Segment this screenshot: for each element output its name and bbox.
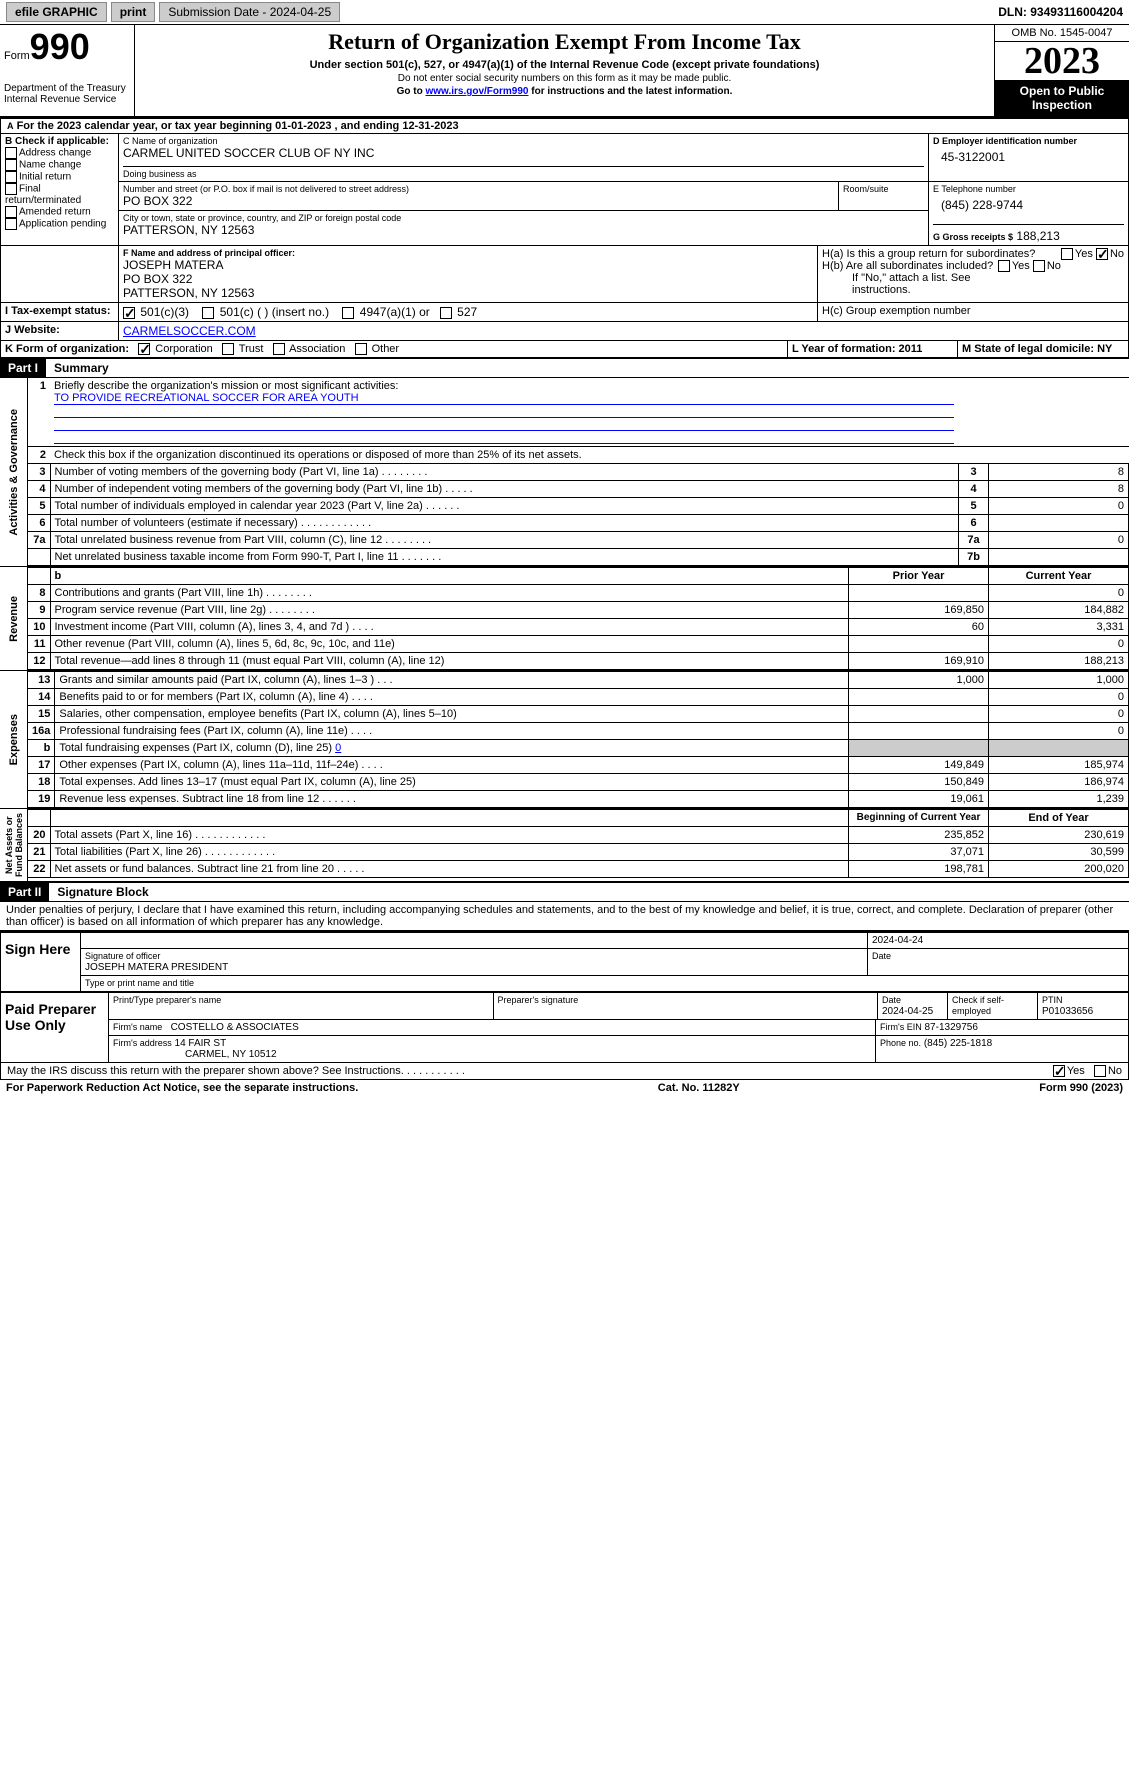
netassets-section: Net Assets or Fund Balances Beginning of… <box>0 809 1129 882</box>
form-subtitle: Under section 501(c), 527, or 4947(a)(1)… <box>139 59 990 71</box>
city-label: City or town, state or province, country… <box>123 213 924 223</box>
expenses-section: Expenses 13Grants and similar amounts pa… <box>0 671 1129 809</box>
ha-label: H(a) Is this a group return for subordin… <box>822 248 1124 260</box>
irs-link[interactable]: www.irs.gov/Form990 <box>425 86 528 97</box>
submission-date: Submission Date - 2024-04-25 <box>159 2 340 22</box>
i-label: I Tax-exempt status: <box>1 303 119 321</box>
dln: DLN: 93493116004204 <box>998 5 1123 19</box>
website-value[interactable]: CARMELSOCCER.COM <box>123 324 256 338</box>
paid-preparer-section: Paid Preparer Use Only Print/Type prepar… <box>0 992 1129 1063</box>
e-phone-label: E Telephone number <box>933 184 1124 194</box>
mission-text: TO PROVIDE RECREATIONAL SOCCER FOR AREA … <box>54 392 954 405</box>
officer-city: PATTERSON, NY 12563 <box>123 286 813 300</box>
netassets-vlabel: Net Assets or Fund Balances <box>2 809 26 881</box>
room-label: Room/suite <box>843 184 924 194</box>
efile-btn[interactable]: efile GRAPHIC <box>6 2 107 22</box>
revenue-section: Revenue bPrior YearCurrent Year 8Contrib… <box>0 567 1129 671</box>
sign-here-section: Sign Here 2024-04-24 Signature of office… <box>0 931 1129 992</box>
street-label: Number and street (or P.O. box if mail i… <box>123 184 834 194</box>
form-label: Form <box>4 50 30 62</box>
l-formation: L Year of formation: 2011 <box>788 341 958 357</box>
street-value: PO BOX 322 <box>123 194 834 208</box>
j-label: J Website: <box>1 322 119 340</box>
revenue-vlabel: Revenue <box>6 592 22 646</box>
ssn-hint: Do not enter social security numbers on … <box>139 73 990 84</box>
ein-value: 45-3122001 <box>933 146 1124 168</box>
goto-hint: Go to www.irs.gov/Form990 for instructio… <box>139 86 990 97</box>
expenses-vlabel: Expenses <box>6 710 22 769</box>
discuss-row: May the IRS discuss this return with the… <box>0 1063 1129 1080</box>
org-name: CARMEL UNITED SOCCER CLUB OF NY INC <box>123 146 924 160</box>
form-title: Return of Organization Exempt From Incom… <box>139 29 990 55</box>
print-btn[interactable]: print <box>111 2 156 22</box>
hb-note: If "No," attach a list. See instructions… <box>822 272 1124 296</box>
k-label: K Form of organization: Corporation Trus… <box>1 341 788 357</box>
section-b: B Check if applicable: Address change Na… <box>1 134 119 245</box>
part1-header: Part I Summary <box>0 358 1129 378</box>
topbar: efile GRAPHIC print Submission Date - 20… <box>0 0 1129 25</box>
m-domicile: M State of legal domicile: NY <box>958 341 1128 357</box>
part2-header: Part II Signature Block <box>0 882 1129 902</box>
officer-street: PO BOX 322 <box>123 272 813 286</box>
department: Department of the Treasury Internal Reve… <box>4 83 130 105</box>
hb-label: H(b) Are all subordinates included? Yes … <box>822 260 1124 272</box>
officer-name: JOSEPH MATERA <box>123 258 813 272</box>
city-value: PATTERSON, NY 12563 <box>123 223 924 237</box>
dba-label: Doing business as <box>123 169 924 179</box>
receipts-value: 188,213 <box>1016 229 1059 243</box>
public-inspection: Open to Public Inspection <box>995 80 1129 116</box>
g-receipts-label: G Gross receipts $ <box>933 232 1013 242</box>
penalty-text: Under penalties of perjury, I declare th… <box>0 902 1129 931</box>
governance-section: Activities & Governance 1 Briefly descri… <box>0 378 1129 567</box>
governance-vlabel: Activities & Governance <box>6 405 22 540</box>
form-header: Form990 Department of the Treasury Inter… <box>0 25 1129 118</box>
hc-label: H(c) Group exemption number <box>818 303 1128 321</box>
form-number: 990 <box>30 26 90 67</box>
phone-value: (845) 228-9744 <box>933 194 1124 216</box>
line-a: A For the 2023 calendar year, or tax yea… <box>0 118 1129 134</box>
page-footer: For Paperwork Reduction Act Notice, see … <box>0 1080 1129 1096</box>
tax-year: 2023 <box>995 42 1129 80</box>
f-officer-label: F Name and address of principal officer: <box>123 248 813 258</box>
c-name-label: C Name of organization <box>123 136 924 146</box>
d-ein-label: D Employer identification number <box>933 136 1124 146</box>
